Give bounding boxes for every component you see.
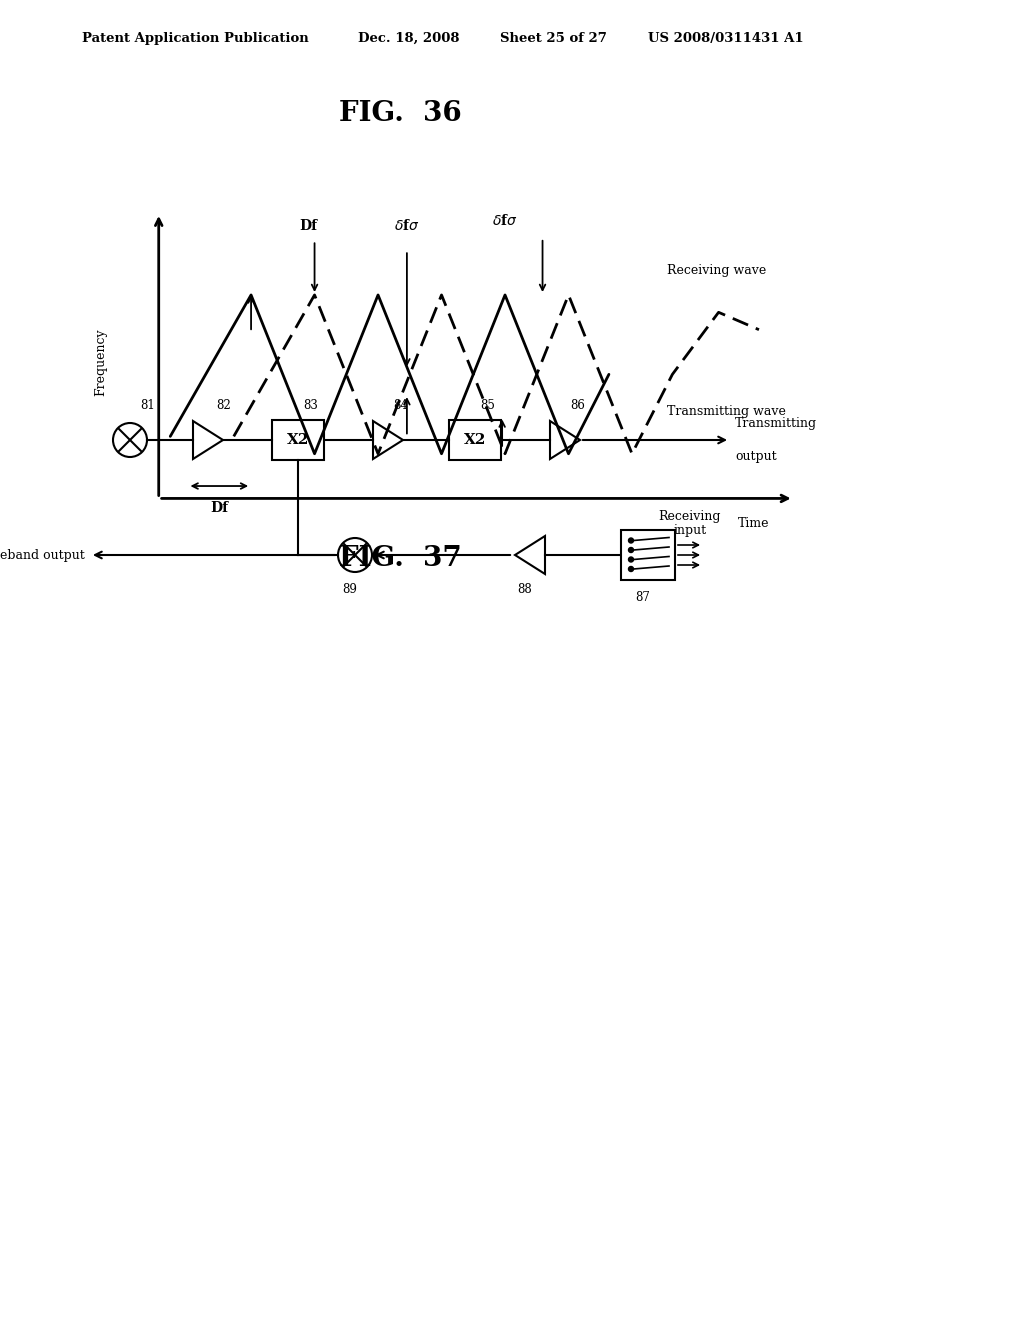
Text: output: output bbox=[735, 450, 776, 463]
Text: Receiving: Receiving bbox=[658, 510, 721, 523]
Text: 83: 83 bbox=[303, 399, 317, 412]
Text: Time: Time bbox=[737, 516, 769, 529]
Text: FIG.  37: FIG. 37 bbox=[339, 545, 462, 572]
Text: X2: X2 bbox=[464, 433, 486, 447]
Text: 89: 89 bbox=[343, 583, 357, 597]
Text: Receiving wave: Receiving wave bbox=[667, 264, 766, 277]
Bar bbox=[272, 420, 324, 459]
Text: $\delta$f$\sigma$: $\delta$f$\sigma$ bbox=[394, 218, 420, 234]
Text: US 2008/0311431 A1: US 2008/0311431 A1 bbox=[648, 32, 804, 45]
Text: 84: 84 bbox=[393, 399, 408, 412]
Text: $\delta$f$\sigma$: $\delta$f$\sigma$ bbox=[493, 213, 518, 228]
Text: FIG.  36: FIG. 36 bbox=[339, 100, 462, 127]
Bar bbox=[449, 420, 501, 459]
Text: Dec. 18, 2008: Dec. 18, 2008 bbox=[358, 32, 460, 45]
Circle shape bbox=[629, 548, 634, 553]
Text: 88: 88 bbox=[517, 583, 532, 597]
Circle shape bbox=[629, 557, 634, 562]
Text: input: input bbox=[674, 524, 707, 537]
Text: IF waveband output: IF waveband output bbox=[0, 549, 85, 561]
Text: 87: 87 bbox=[636, 591, 650, 605]
Text: Patent Application Publication: Patent Application Publication bbox=[82, 32, 309, 45]
Text: 86: 86 bbox=[570, 399, 585, 412]
Text: Frequency: Frequency bbox=[94, 329, 108, 396]
Text: Df: Df bbox=[300, 219, 317, 232]
Text: Transmitting: Transmitting bbox=[735, 417, 817, 430]
Text: 81: 81 bbox=[140, 399, 155, 412]
Bar bbox=[621, 531, 675, 579]
Circle shape bbox=[629, 539, 634, 543]
Text: Sheet 25 of 27: Sheet 25 of 27 bbox=[500, 32, 607, 45]
Text: X2: X2 bbox=[287, 433, 309, 447]
Text: Transmitting wave: Transmitting wave bbox=[667, 405, 785, 418]
Circle shape bbox=[629, 566, 634, 572]
Text: 82: 82 bbox=[216, 399, 230, 412]
Text: Df: Df bbox=[210, 500, 228, 515]
Text: 85: 85 bbox=[480, 399, 495, 412]
